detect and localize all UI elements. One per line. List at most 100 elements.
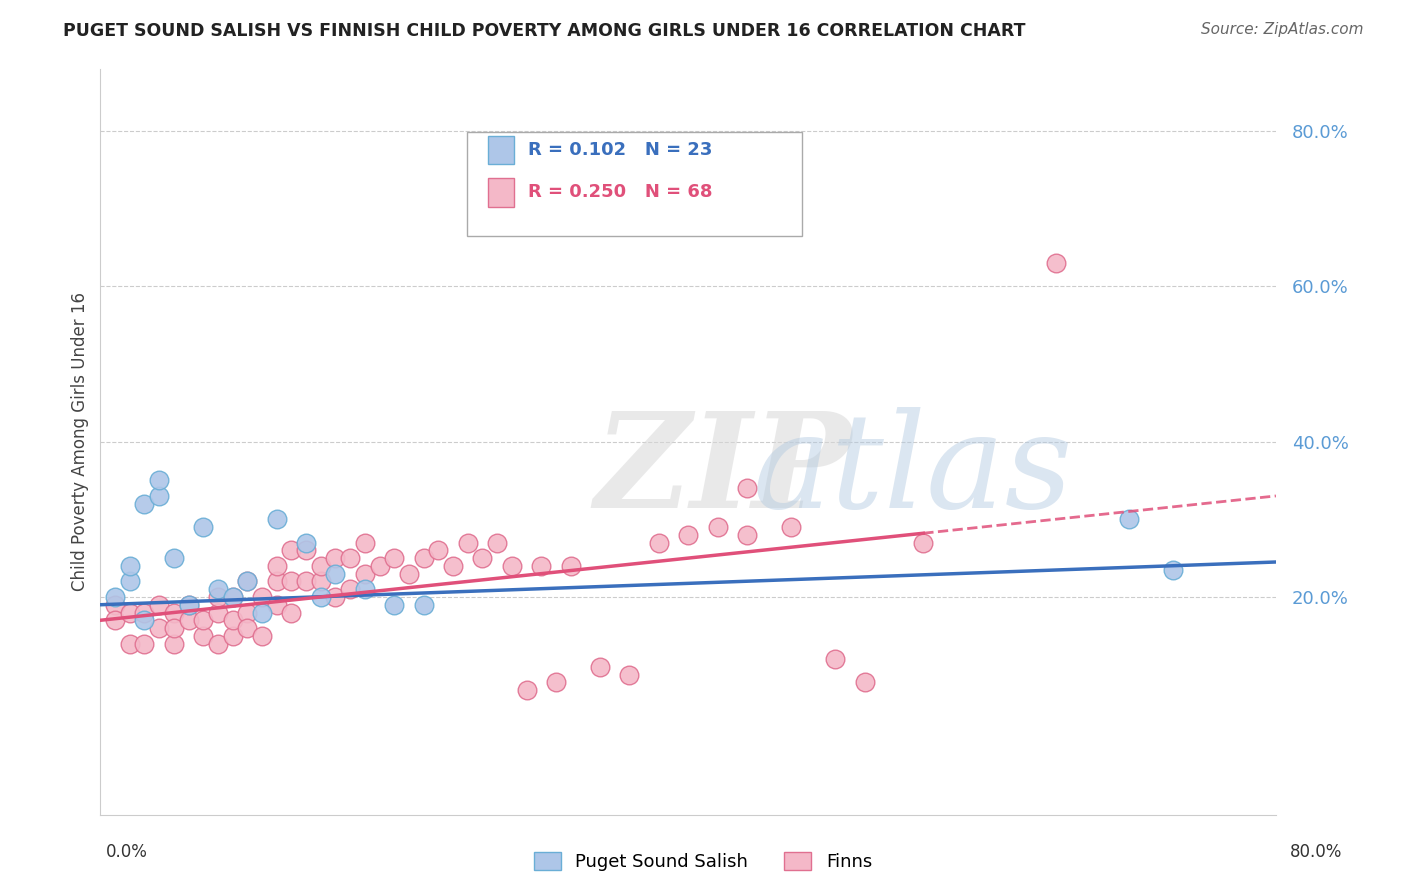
Point [325, 590, 347, 604]
Point [193, 629, 215, 643]
Point [309, 558, 332, 573]
Point [163, 551, 186, 566]
Point [441, 558, 464, 573]
Point [236, 621, 259, 635]
Point [177, 598, 200, 612]
Point [221, 590, 243, 604]
Point [1161, 563, 1184, 577]
Point [148, 598, 170, 612]
Point [207, 637, 229, 651]
Point [354, 582, 377, 597]
Point [295, 574, 318, 589]
Point [207, 582, 229, 597]
Point [221, 590, 243, 604]
Point [221, 629, 243, 643]
Point [457, 535, 479, 549]
Point [780, 520, 803, 534]
Point [221, 613, 243, 627]
Y-axis label: Child Poverty Among Girls Under 16: Child Poverty Among Girls Under 16 [72, 292, 89, 591]
Point [501, 558, 523, 573]
Text: 0.0%: 0.0% [105, 843, 148, 861]
Point [735, 528, 758, 542]
Point [735, 481, 758, 495]
Point [368, 558, 391, 573]
Text: PUGET SOUND SALISH VS FINNISH CHILD POVERTY AMONG GIRLS UNDER 16 CORRELATION CHA: PUGET SOUND SALISH VS FINNISH CHILD POVE… [63, 22, 1026, 40]
Point [412, 551, 434, 566]
Point [486, 535, 509, 549]
Text: Source: ZipAtlas.com: Source: ZipAtlas.com [1201, 22, 1364, 37]
Point [427, 543, 450, 558]
Point [134, 606, 156, 620]
Bar [488, 136, 515, 164]
Point [250, 606, 273, 620]
Point [250, 629, 273, 643]
Point [236, 574, 259, 589]
Point [118, 637, 141, 651]
Point [354, 566, 377, 581]
Text: R = 0.250   N = 68: R = 0.250 N = 68 [529, 184, 713, 202]
Point [148, 621, 170, 635]
Point [325, 566, 347, 581]
Text: atlas: atlas [752, 407, 1073, 536]
Point [398, 566, 420, 581]
Point [104, 598, 127, 612]
Point [706, 520, 728, 534]
Point [544, 675, 567, 690]
Point [177, 598, 200, 612]
Legend: Puget Sound Salish, Finns: Puget Sound Salish, Finns [527, 845, 879, 879]
Point [339, 551, 361, 566]
Point [560, 558, 582, 573]
Point [193, 520, 215, 534]
Point [177, 613, 200, 627]
Point [309, 590, 332, 604]
Point [1045, 256, 1067, 270]
Point [648, 535, 671, 549]
Point [530, 558, 553, 573]
Point [207, 606, 229, 620]
Point [266, 512, 288, 526]
Point [148, 474, 170, 488]
Point [250, 590, 273, 604]
Bar [488, 178, 515, 207]
Point [280, 574, 302, 589]
Point [280, 543, 302, 558]
Point [134, 613, 156, 627]
Point [207, 590, 229, 604]
Point [118, 606, 141, 620]
Point [118, 574, 141, 589]
Point [676, 528, 699, 542]
Point [134, 637, 156, 651]
Point [236, 606, 259, 620]
Point [148, 489, 170, 503]
Point [163, 621, 186, 635]
FancyBboxPatch shape [467, 132, 803, 236]
Point [193, 613, 215, 627]
Point [589, 660, 612, 674]
Point [118, 558, 141, 573]
Point [134, 497, 156, 511]
Point [295, 535, 318, 549]
Point [619, 667, 641, 681]
Point [471, 551, 494, 566]
Point [382, 551, 405, 566]
Point [104, 590, 127, 604]
Point [354, 535, 377, 549]
Point [163, 637, 186, 651]
Point [163, 606, 186, 620]
Point [266, 598, 288, 612]
Point [912, 535, 935, 549]
Point [266, 574, 288, 589]
Point [325, 551, 347, 566]
Point [515, 683, 537, 698]
Point [309, 574, 332, 589]
Text: R = 0.102   N = 23: R = 0.102 N = 23 [529, 141, 713, 159]
Point [1118, 512, 1140, 526]
Point [824, 652, 846, 666]
Point [339, 582, 361, 597]
Point [412, 598, 434, 612]
Point [104, 613, 127, 627]
Point [853, 675, 876, 690]
Point [266, 558, 288, 573]
Point [280, 606, 302, 620]
Point [382, 598, 405, 612]
